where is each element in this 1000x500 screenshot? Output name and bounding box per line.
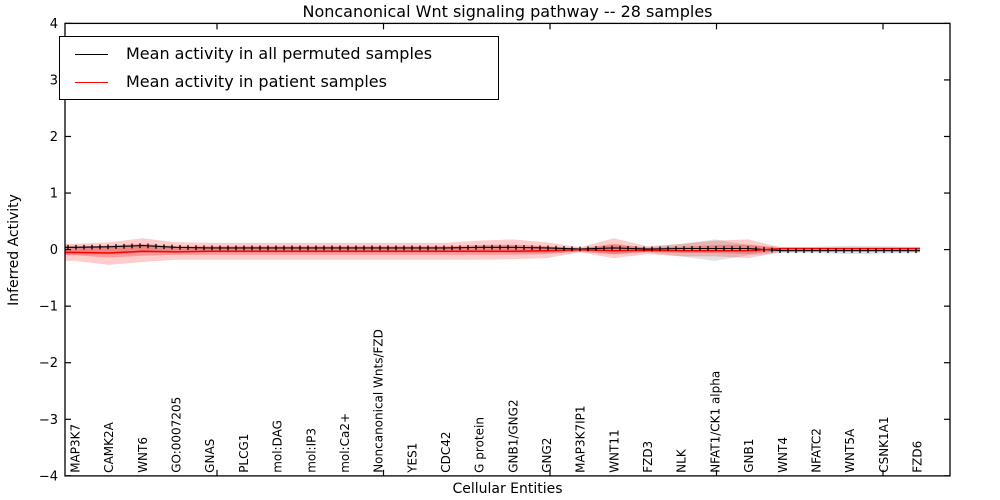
y-tick-label: −3 <box>39 413 58 428</box>
permuted-line-swatch <box>75 53 108 55</box>
x-category-label: WNT5A <box>843 428 857 473</box>
x-category-label: WNT4 <box>776 437 790 473</box>
x-category-label: GNB1 <box>742 439 756 473</box>
x-category-label: CDC42 <box>439 432 453 473</box>
patient-line-swatch <box>75 81 108 83</box>
x-category-label: MAP3K7IP1 <box>574 405 588 472</box>
x-category-label: WNT11 <box>607 429 621 472</box>
y-tick-label: −1 <box>39 300 58 315</box>
x-category-label: MAP3K7 <box>69 424 83 473</box>
x-category-label: GO:0007205 <box>170 397 184 473</box>
patient-mean-line <box>65 247 920 254</box>
x-category-label: FZD3 <box>641 441 655 473</box>
y-axis-title: Inferred Activity <box>6 194 22 306</box>
x-category-label: NLK <box>675 448 689 473</box>
y-tick-label: 3 <box>50 73 58 88</box>
x-category-label: Noncanonical Wnts/FZD <box>372 329 386 473</box>
chart-title: Noncanonical Wnt signaling pathway -- 28… <box>302 2 713 21</box>
y-axis-tick-labels: 4 3 2 1 0 −1 −2 −3 −4 <box>39 17 58 484</box>
x-category-label: CSNK1A1 <box>877 416 891 472</box>
y-axis-ticks <box>65 22 950 477</box>
x-axis-ticks <box>216 23 884 476</box>
permuted-mean-line <box>65 245 920 252</box>
permuted-line-markers <box>67 243 917 254</box>
x-category-label: NFATC2 <box>810 428 824 473</box>
y-tick-label: 2 <box>50 130 58 145</box>
x-category-label: NFAT1/CK1 alpha <box>708 371 722 473</box>
y-tick-label: −2 <box>39 356 58 371</box>
legend-label-permuted: Mean activity in all permuted samples <box>126 44 433 63</box>
x-category-label: GNB1/GNG2 <box>506 399 520 472</box>
y-tick-label: 0 <box>50 243 58 258</box>
x-category-label: GNAS <box>203 439 217 473</box>
x-category-label: GNG2 <box>540 438 554 473</box>
legend-label-patient: Mean activity in patient samples <box>126 72 387 91</box>
y-tick-label: −4 <box>39 469 58 484</box>
x-category-label: mol:IP3 <box>304 428 318 473</box>
x-axis-title: Cellular Entities <box>452 481 563 497</box>
x-category-label: mol:Ca2+ <box>338 413 352 473</box>
x-category-labels: MAP3K7 CAMK2A WNT6 GO:0007205 GNAS PLCG1 mol:D… <box>69 329 925 474</box>
series-lines <box>65 245 920 254</box>
band-permuted-samples-range <box>65 239 920 261</box>
y-tick-label: 1 <box>50 187 58 202</box>
x-category-label: YES1 <box>405 443 419 474</box>
legend-item-permuted: Mean activity in all permuted samples <box>75 43 498 65</box>
x-category-label: CAMK2A <box>102 421 116 472</box>
x-category-label: FZD6 <box>911 441 925 473</box>
x-category-label: PLCG1 <box>237 434 251 473</box>
legend: Mean activity in all permuted samples Me… <box>59 36 499 100</box>
y-tick-label: 4 <box>50 17 58 32</box>
x-category-label: WNT6 <box>136 437 150 473</box>
x-category-label: mol:DAG <box>271 420 285 473</box>
legend-item-patient: Mean activity in patient samples <box>75 71 498 93</box>
x-category-label: G protein <box>473 417 487 473</box>
